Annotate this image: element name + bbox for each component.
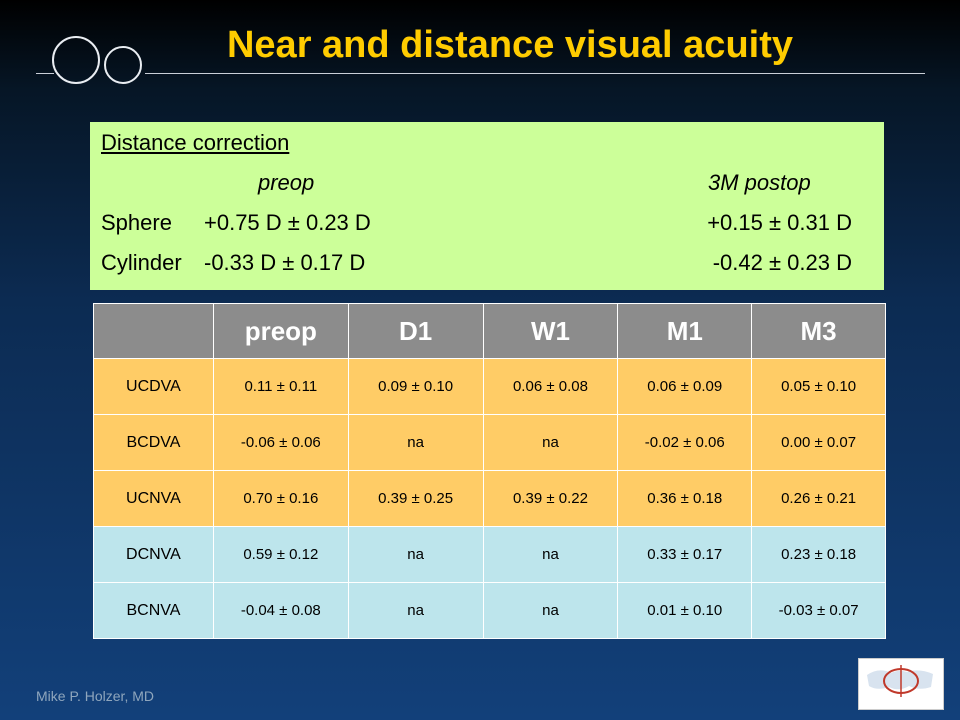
decorative-circle-large: [52, 36, 100, 84]
table-cell: 0.39 ± 0.25: [347, 470, 484, 527]
row-label: UCNVA: [93, 470, 214, 527]
institute-logo-graphic: [859, 659, 943, 709]
table-cell: 0.06 ± 0.09: [617, 358, 753, 415]
row-label: BCDVA: [93, 414, 214, 471]
cylinder-postop: -0.42 ± 0.23 D: [712, 250, 852, 275]
table-cell: na: [482, 582, 619, 639]
table-header-m3: M3: [751, 303, 886, 359]
table-cell: na: [482, 414, 619, 471]
table-cell: na: [347, 582, 484, 639]
table-row: BCNVA -0.04 ± 0.08 na na 0.01 ± 0.10 -0.…: [93, 582, 886, 639]
postop-label: 3M postop: [708, 170, 811, 195]
table-cell: 0.36 ± 0.18: [617, 470, 753, 527]
table-cell: -0.02 ± 0.06: [617, 414, 753, 471]
table-cell: -0.03 ± 0.07: [751, 582, 886, 639]
table-header-w1: W1: [482, 303, 619, 359]
row-label: DCNVA: [93, 526, 214, 583]
table-header-row: preop D1 W1 M1 M3: [93, 303, 886, 359]
sphere-preop: +0.75 D ± 0.23 D: [204, 210, 371, 235]
cylinder-label: Cylinder: [101, 250, 182, 275]
table-cell: 0.39 ± 0.22: [482, 470, 619, 527]
table-cell: 0.11 ± 0.11: [212, 358, 349, 415]
table-row: BCDVA -0.06 ± 0.06 na na -0.02 ± 0.06 0.…: [93, 414, 886, 471]
table-cell: na: [347, 414, 484, 471]
table-row: DCNVA 0.59 ± 0.12 na na 0.33 ± 0.17 0.23…: [93, 526, 886, 583]
table-cell: 0.70 ± 0.16: [212, 470, 349, 527]
table-cell: 0.23 ± 0.18: [751, 526, 886, 583]
table-cell: 0.06 ± 0.08: [482, 358, 619, 415]
institute-logo-icon: [858, 658, 944, 710]
slide-title: Near and distance visual acuity: [226, 24, 793, 66]
table-header-m1: M1: [617, 303, 753, 359]
sphere-label: Sphere: [101, 210, 172, 235]
table-cell: 0.33 ± 0.17: [617, 526, 753, 583]
table-header-d1: D1: [347, 303, 484, 359]
table-cell: 0.00 ± 0.07: [751, 414, 886, 471]
row-label: UCDVA: [93, 358, 214, 415]
decorative-circle-small: [104, 46, 142, 84]
table-cell: 0.59 ± 0.12: [212, 526, 349, 583]
cylinder-preop: -0.33 D ± 0.17 D: [204, 250, 366, 275]
acuity-table: preop D1 W1 M1 M3 UCDVA 0.11 ± 0.11 0.09…: [93, 303, 886, 639]
sphere-postop: +0.15 ± 0.31 D: [707, 210, 852, 235]
table-cell: 0.09 ± 0.10: [347, 358, 484, 415]
table-header-corner: [93, 303, 214, 359]
title-rule: [145, 73, 925, 74]
correction-heading: Distance correction: [101, 130, 290, 155]
distance-correction-box: Distance correction preop 3M postop Sphe…: [90, 122, 884, 290]
table-cell: na: [482, 526, 619, 583]
title-rule-left: [36, 73, 54, 74]
table-cell: -0.06 ± 0.06: [212, 414, 349, 471]
table-header-preop: preop: [212, 303, 349, 359]
table-row: UCNVA 0.70 ± 0.16 0.39 ± 0.25 0.39 ± 0.2…: [93, 470, 886, 527]
row-label: BCNVA: [93, 582, 214, 639]
author-footer: Mike P. Holzer, MD: [36, 688, 154, 704]
table-cell: 0.05 ± 0.10: [751, 358, 886, 415]
table-cell: 0.01 ± 0.10: [617, 582, 753, 639]
table-cell: na: [347, 526, 484, 583]
preop-label: preop: [258, 170, 315, 195]
table-cell: 0.26 ± 0.21: [751, 470, 886, 527]
table-cell: -0.04 ± 0.08: [212, 582, 349, 639]
table-row: UCDVA 0.11 ± 0.11 0.09 ± 0.10 0.06 ± 0.0…: [93, 358, 886, 415]
